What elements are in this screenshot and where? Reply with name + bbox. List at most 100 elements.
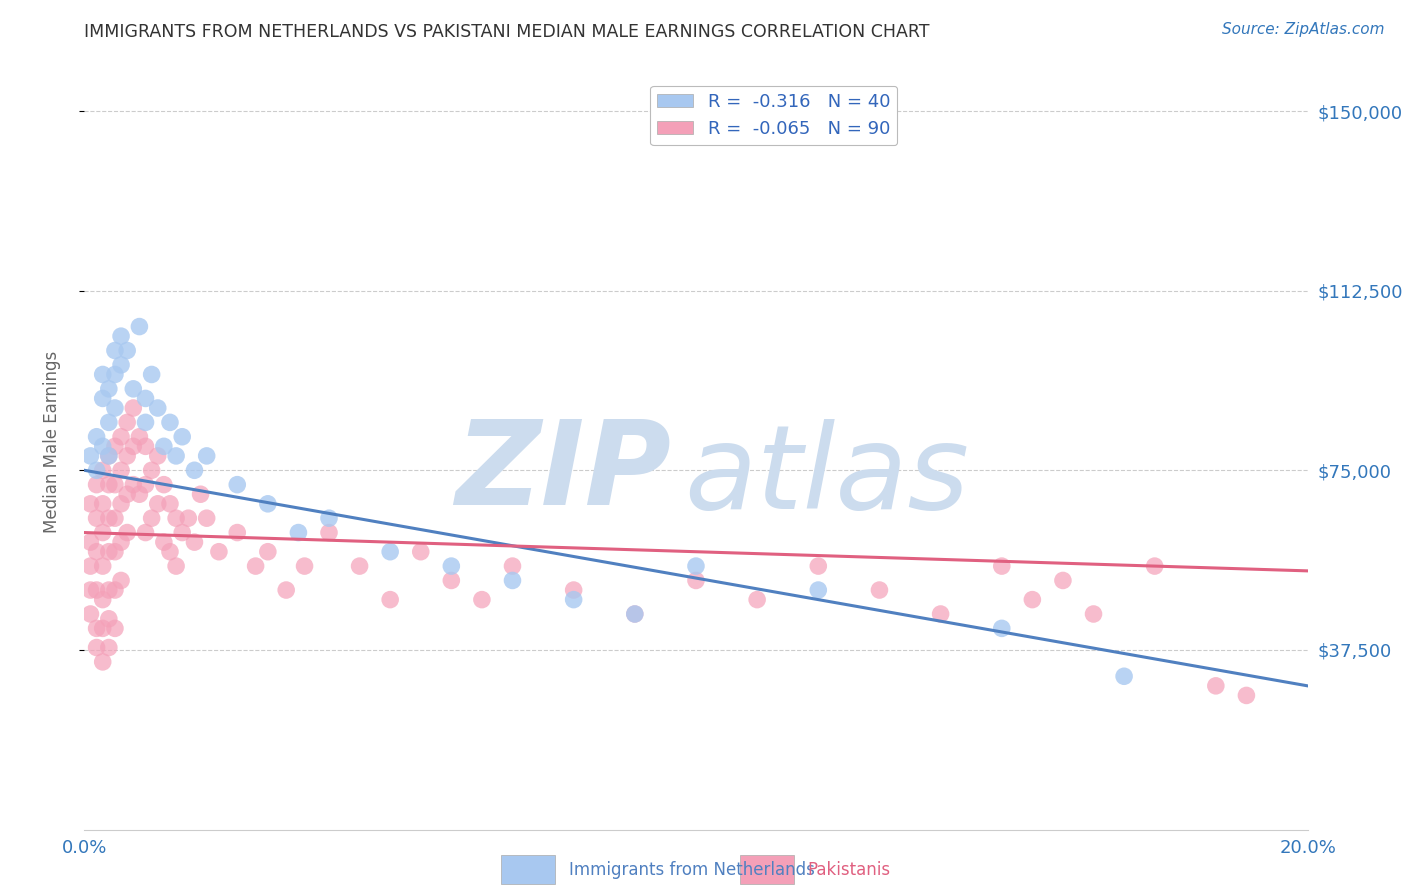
Point <box>104 439 127 453</box>
Point <box>91 592 114 607</box>
Point <box>380 592 402 607</box>
Point <box>79 449 101 463</box>
Point <box>122 401 145 415</box>
Point <box>128 319 150 334</box>
Point <box>91 655 114 669</box>
Point <box>79 535 101 549</box>
Point <box>380 545 402 559</box>
Point <box>115 487 138 501</box>
Point <box>91 559 114 574</box>
Point <box>79 607 101 621</box>
Point <box>1021 592 1043 607</box>
Point <box>97 612 120 626</box>
Point <box>172 430 194 444</box>
Point <box>141 463 163 477</box>
Point <box>91 368 114 382</box>
Point <box>86 463 108 477</box>
Y-axis label: Median Male Earnings: Median Male Earnings <box>42 351 60 533</box>
Point <box>624 607 647 621</box>
Point <box>97 416 120 430</box>
FancyBboxPatch shape <box>740 855 793 884</box>
Point <box>195 511 218 525</box>
Point <box>159 545 181 559</box>
Point <box>318 525 340 540</box>
Point <box>110 463 132 477</box>
Point <box>1236 689 1258 703</box>
Point <box>287 525 309 540</box>
Point <box>91 621 114 635</box>
Point <box>807 559 830 574</box>
Point <box>991 621 1014 635</box>
Point <box>146 497 169 511</box>
Point <box>86 511 108 525</box>
Legend: R =  -0.316   N = 40, R =  -0.065   N = 90: R = -0.316 N = 40, R = -0.065 N = 90 <box>650 86 897 145</box>
Point <box>153 439 176 453</box>
Point <box>991 559 1014 574</box>
Point <box>91 497 114 511</box>
Point <box>318 511 340 525</box>
Point <box>226 525 249 540</box>
Point <box>115 343 138 358</box>
Point <box>86 430 108 444</box>
Point <box>190 487 212 501</box>
Point <box>624 607 647 621</box>
Point <box>440 559 463 574</box>
Point <box>86 545 108 559</box>
Point <box>1052 574 1074 588</box>
Point <box>165 559 187 574</box>
Point <box>294 559 316 574</box>
Point <box>257 497 280 511</box>
Point <box>135 525 157 540</box>
Point <box>110 574 132 588</box>
Point <box>122 439 145 453</box>
Point <box>562 582 585 597</box>
Point <box>1143 559 1166 574</box>
Point <box>104 582 127 597</box>
Point <box>91 525 114 540</box>
Point <box>409 545 432 559</box>
Point <box>141 368 163 382</box>
Point <box>128 487 150 501</box>
Point <box>1205 679 1227 693</box>
Point <box>86 582 108 597</box>
Point <box>104 545 127 559</box>
Point <box>104 368 127 382</box>
Point <box>135 416 157 430</box>
Point <box>685 559 707 574</box>
Point <box>869 582 891 597</box>
Point <box>97 545 120 559</box>
Point <box>135 392 157 406</box>
Point <box>153 535 176 549</box>
Point <box>440 574 463 588</box>
Text: Source: ZipAtlas.com: Source: ZipAtlas.com <box>1222 22 1385 37</box>
Point <box>97 477 120 491</box>
Point <box>115 525 138 540</box>
Point <box>110 497 132 511</box>
Point <box>97 449 120 463</box>
Point <box>86 477 108 491</box>
Point <box>97 582 120 597</box>
Point <box>471 592 494 607</box>
Point <box>86 621 108 635</box>
Text: Pakistanis: Pakistanis <box>807 861 890 879</box>
Point <box>104 511 127 525</box>
Point <box>502 559 524 574</box>
Point <box>97 640 120 655</box>
Point <box>91 439 114 453</box>
Point <box>135 477 157 491</box>
Point <box>110 535 132 549</box>
Point <box>115 416 138 430</box>
Point <box>747 592 769 607</box>
Point <box>165 449 187 463</box>
Point <box>349 559 371 574</box>
Point <box>122 477 145 491</box>
Point <box>110 358 132 372</box>
Point <box>226 477 249 491</box>
Point <box>135 439 157 453</box>
Point <box>1083 607 1105 621</box>
Point <box>86 640 108 655</box>
Text: IMMIGRANTS FROM NETHERLANDS VS PAKISTANI MEDIAN MALE EARNINGS CORRELATION CHART: IMMIGRANTS FROM NETHERLANDS VS PAKISTANI… <box>84 23 929 41</box>
Point <box>165 511 187 525</box>
Point <box>91 463 114 477</box>
Point <box>141 511 163 525</box>
